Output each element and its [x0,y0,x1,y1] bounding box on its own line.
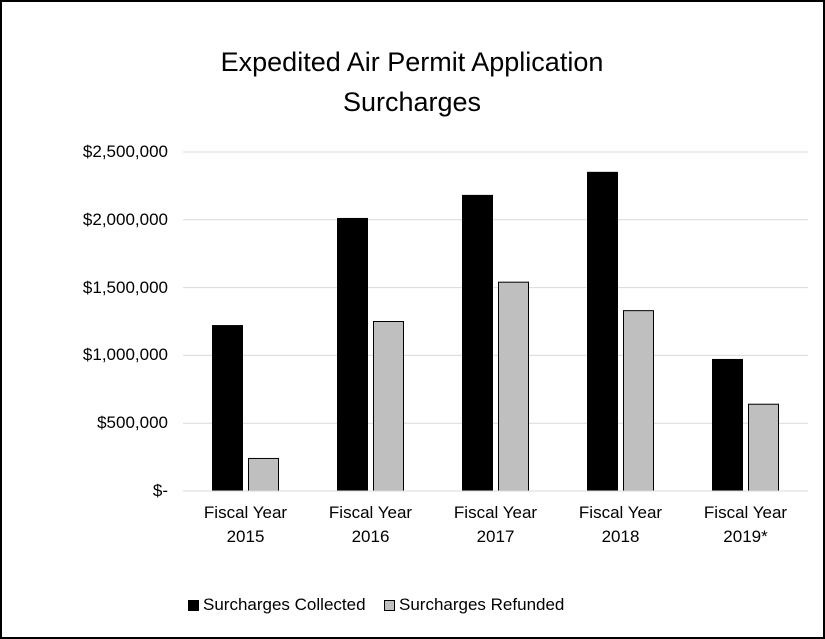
y-tick-label: $1,500,000 [82,277,168,297]
y-tick-label: $500,000 [97,413,168,433]
x-tick-label: Fiscal Year 2018 [578,503,663,546]
bar [337,217,368,492]
legend-swatch [188,599,199,611]
y-tick-label: $1,000,000 [82,345,168,365]
x-tick-label: Fiscal Year 2017 [453,503,538,546]
bar [587,171,618,492]
legend-swatch [384,599,395,611]
y-tick-label: $- [152,481,168,500]
legend-item: Surcharges Collected [188,595,366,615]
bar [462,194,493,492]
bar [212,325,243,492]
chart-title: Expedited Air Permit Application Surchar… [220,47,604,117]
legend-label: Surcharges Refunded [399,595,565,614]
x-tick-label: Fiscal Year 2019* [703,503,788,546]
bar [748,403,779,492]
legend-label: Surcharges Collected [203,595,366,614]
bar [248,457,279,492]
bar [373,321,404,492]
y-tick-label: $2,000,000 [82,209,168,229]
x-tick-label: Fiscal Year 2015 [203,503,288,546]
bar [712,358,743,492]
bar [623,310,654,492]
x-tick-label: Fiscal Year 2016 [328,503,413,546]
bar [498,281,529,492]
y-tick-label: $2,500,000 [82,142,168,161]
legend-item: Surcharges Refunded [384,595,564,615]
